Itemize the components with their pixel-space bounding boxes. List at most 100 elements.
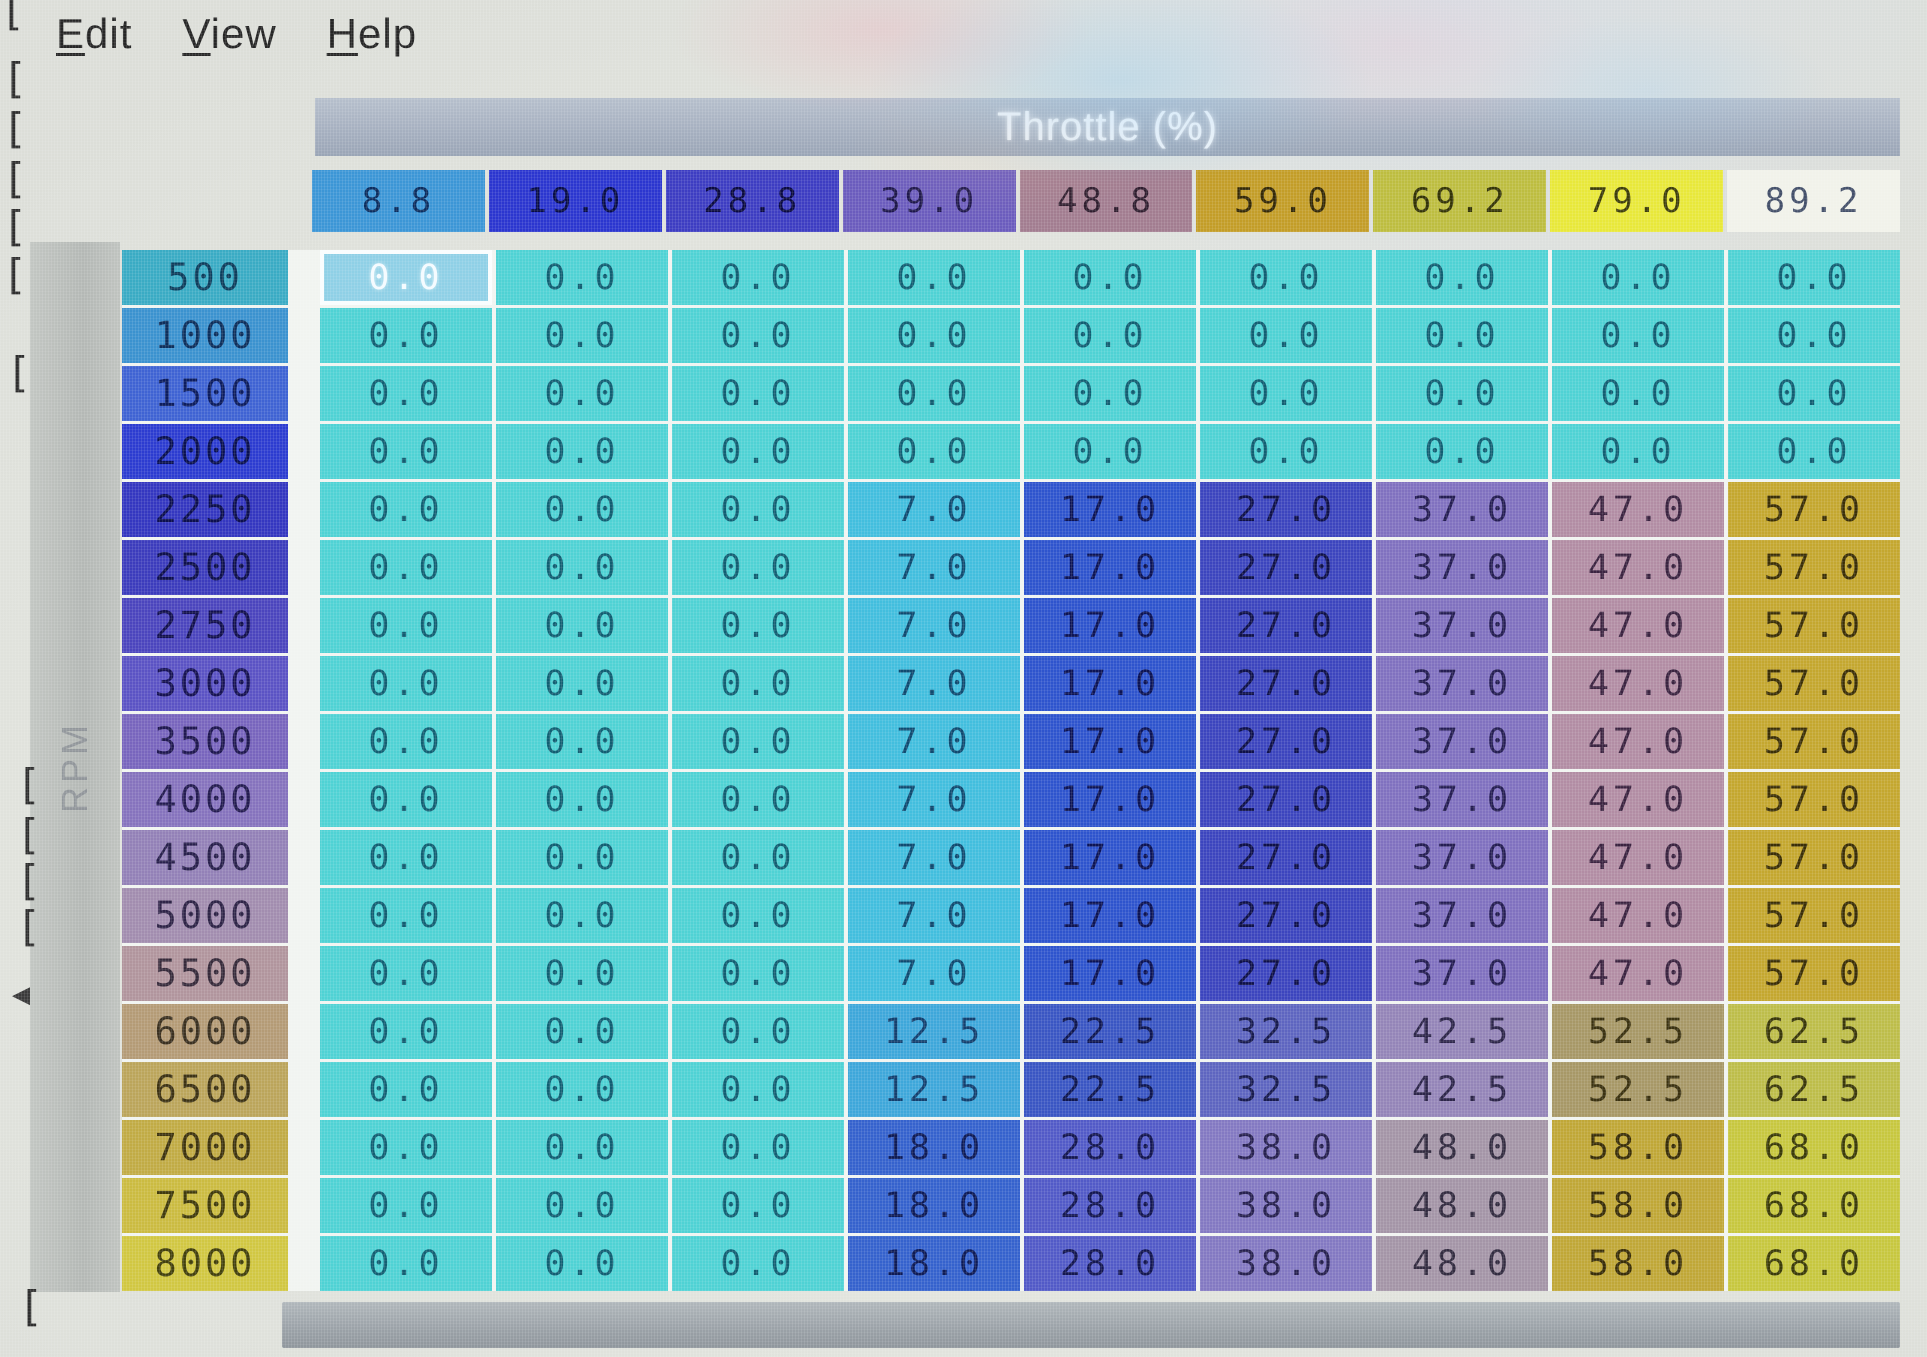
row-header-2000[interactable]: 2000 bbox=[122, 424, 288, 479]
row-header-6000[interactable]: 6000 bbox=[122, 1004, 288, 1059]
col-header-39.0[interactable]: 39.0 bbox=[842, 170, 1016, 232]
cell-500-8.8[interactable]: 0.0 bbox=[320, 250, 492, 305]
cell-3000-79.0[interactable]: 47.0 bbox=[1552, 656, 1724, 711]
cell-2750-19.0[interactable]: 0.0 bbox=[496, 598, 668, 653]
cell-2000-89.2[interactable]: 0.0 bbox=[1728, 424, 1900, 479]
cell-4000-79.0[interactable]: 47.0 bbox=[1552, 772, 1724, 827]
cell-2500-69.2[interactable]: 37.0 bbox=[1376, 540, 1548, 595]
cell-6500-39.0[interactable]: 12.5 bbox=[848, 1062, 1020, 1117]
cell-2250-39.0[interactable]: 7.0 bbox=[848, 482, 1020, 537]
cell-2000-19.0[interactable]: 0.0 bbox=[496, 424, 668, 479]
cell-3500-8.8[interactable]: 0.0 bbox=[320, 714, 492, 769]
cell-1500-59.0[interactable]: 0.0 bbox=[1200, 366, 1372, 421]
cell-5500-89.2[interactable]: 57.0 bbox=[1728, 946, 1900, 1001]
col-header-8.8[interactable]: 8.8 bbox=[312, 170, 485, 232]
cell-2250-69.2[interactable]: 37.0 bbox=[1376, 482, 1548, 537]
cell-2250-8.8[interactable]: 0.0 bbox=[320, 482, 492, 537]
cell-5500-19.0[interactable]: 0.0 bbox=[496, 946, 668, 1001]
cell-3000-48.8[interactable]: 17.0 bbox=[1024, 656, 1196, 711]
cell-1000-28.8[interactable]: 0.0 bbox=[672, 308, 844, 363]
cell-6500-69.2[interactable]: 42.5 bbox=[1376, 1062, 1548, 1117]
cell-2000-39.0[interactable]: 0.0 bbox=[848, 424, 1020, 479]
cell-500-28.8[interactable]: 0.0 bbox=[672, 250, 844, 305]
cell-3000-69.2[interactable]: 37.0 bbox=[1376, 656, 1548, 711]
cell-5000-69.2[interactable]: 37.0 bbox=[1376, 888, 1548, 943]
menu-item-help[interactable]: Help bbox=[327, 10, 417, 58]
cell-5500-79.0[interactable]: 47.0 bbox=[1552, 946, 1724, 1001]
cell-6000-48.8[interactable]: 22.5 bbox=[1024, 1004, 1196, 1059]
cell-7500-19.0[interactable]: 0.0 bbox=[496, 1178, 668, 1233]
cell-500-19.0[interactable]: 0.0 bbox=[496, 250, 668, 305]
cell-3000-39.0[interactable]: 7.0 bbox=[848, 656, 1020, 711]
cell-5000-39.0[interactable]: 7.0 bbox=[848, 888, 1020, 943]
cell-2500-48.8[interactable]: 17.0 bbox=[1024, 540, 1196, 595]
cell-6500-89.2[interactable]: 62.5 bbox=[1728, 1062, 1900, 1117]
cell-7000-89.2[interactable]: 68.0 bbox=[1728, 1120, 1900, 1175]
row-header-7000[interactable]: 7000 bbox=[122, 1120, 288, 1175]
cell-3000-8.8[interactable]: 0.0 bbox=[320, 656, 492, 711]
cell-7000-59.0[interactable]: 38.0 bbox=[1200, 1120, 1372, 1175]
cell-5000-59.0[interactable]: 27.0 bbox=[1200, 888, 1372, 943]
cell-4500-39.0[interactable]: 7.0 bbox=[848, 830, 1020, 885]
cell-7500-39.0[interactable]: 18.0 bbox=[848, 1178, 1020, 1233]
cell-3500-59.0[interactable]: 27.0 bbox=[1200, 714, 1372, 769]
cell-500-59.0[interactable]: 0.0 bbox=[1200, 250, 1372, 305]
cell-2250-28.8[interactable]: 0.0 bbox=[672, 482, 844, 537]
cell-4000-59.0[interactable]: 27.0 bbox=[1200, 772, 1372, 827]
cell-1000-39.0[interactable]: 0.0 bbox=[848, 308, 1020, 363]
col-header-79.0[interactable]: 79.0 bbox=[1550, 170, 1724, 232]
cell-2750-48.8[interactable]: 17.0 bbox=[1024, 598, 1196, 653]
cell-4000-28.8[interactable]: 0.0 bbox=[672, 772, 844, 827]
cell-1000-79.0[interactable]: 0.0 bbox=[1552, 308, 1724, 363]
cell-2250-89.2[interactable]: 57.0 bbox=[1728, 482, 1900, 537]
cell-7500-79.0[interactable]: 58.0 bbox=[1552, 1178, 1724, 1233]
cell-2750-89.2[interactable]: 57.0 bbox=[1728, 598, 1900, 653]
cell-6000-69.2[interactable]: 42.5 bbox=[1376, 1004, 1548, 1059]
cell-1500-48.8[interactable]: 0.0 bbox=[1024, 366, 1196, 421]
cell-6500-19.0[interactable]: 0.0 bbox=[496, 1062, 668, 1117]
col-header-59.0[interactable]: 59.0 bbox=[1196, 170, 1370, 232]
cell-7000-69.2[interactable]: 48.0 bbox=[1376, 1120, 1548, 1175]
cell-8000-8.8[interactable]: 0.0 bbox=[320, 1236, 492, 1291]
cell-6000-59.0[interactable]: 32.5 bbox=[1200, 1004, 1372, 1059]
cell-5000-8.8[interactable]: 0.0 bbox=[320, 888, 492, 943]
cell-4500-89.2[interactable]: 57.0 bbox=[1728, 830, 1900, 885]
cell-2000-28.8[interactable]: 0.0 bbox=[672, 424, 844, 479]
row-header-2250[interactable]: 2250 bbox=[122, 482, 288, 537]
cell-7500-48.8[interactable]: 28.0 bbox=[1024, 1178, 1196, 1233]
cell-5000-28.8[interactable]: 0.0 bbox=[672, 888, 844, 943]
cell-8000-48.8[interactable]: 28.0 bbox=[1024, 1236, 1196, 1291]
cell-4500-19.0[interactable]: 0.0 bbox=[496, 830, 668, 885]
cell-2500-59.0[interactable]: 27.0 bbox=[1200, 540, 1372, 595]
col-header-19.0[interactable]: 19.0 bbox=[488, 170, 662, 232]
cell-3000-89.2[interactable]: 57.0 bbox=[1728, 656, 1900, 711]
cell-7500-59.0[interactable]: 38.0 bbox=[1200, 1178, 1372, 1233]
cell-7500-28.8[interactable]: 0.0 bbox=[672, 1178, 844, 1233]
cell-4500-28.8[interactable]: 0.0 bbox=[672, 830, 844, 885]
cell-500-89.2[interactable]: 0.0 bbox=[1728, 250, 1900, 305]
cell-4500-59.0[interactable]: 27.0 bbox=[1200, 830, 1372, 885]
cell-6000-19.0[interactable]: 0.0 bbox=[496, 1004, 668, 1059]
cell-1000-59.0[interactable]: 0.0 bbox=[1200, 308, 1372, 363]
cell-7500-89.2[interactable]: 68.0 bbox=[1728, 1178, 1900, 1233]
cell-3500-69.2[interactable]: 37.0 bbox=[1376, 714, 1548, 769]
cell-8000-69.2[interactable]: 48.0 bbox=[1376, 1236, 1548, 1291]
col-header-69.2[interactable]: 69.2 bbox=[1373, 170, 1547, 232]
cell-6500-8.8[interactable]: 0.0 bbox=[320, 1062, 492, 1117]
cell-4000-19.0[interactable]: 0.0 bbox=[496, 772, 668, 827]
cell-2750-39.0[interactable]: 7.0 bbox=[848, 598, 1020, 653]
cell-5500-28.8[interactable]: 0.0 bbox=[672, 946, 844, 1001]
cell-2500-39.0[interactable]: 7.0 bbox=[848, 540, 1020, 595]
cell-4000-48.8[interactable]: 17.0 bbox=[1024, 772, 1196, 827]
cell-3500-89.2[interactable]: 57.0 bbox=[1728, 714, 1900, 769]
cell-5500-59.0[interactable]: 27.0 bbox=[1200, 946, 1372, 1001]
cell-7000-79.0[interactable]: 58.0 bbox=[1552, 1120, 1724, 1175]
cell-2750-28.8[interactable]: 0.0 bbox=[672, 598, 844, 653]
cell-3500-48.8[interactable]: 17.0 bbox=[1024, 714, 1196, 769]
cell-2500-79.0[interactable]: 47.0 bbox=[1552, 540, 1724, 595]
cell-500-69.2[interactable]: 0.0 bbox=[1376, 250, 1548, 305]
cell-1000-69.2[interactable]: 0.0 bbox=[1376, 308, 1548, 363]
cell-1500-19.0[interactable]: 0.0 bbox=[496, 366, 668, 421]
cell-4500-79.0[interactable]: 47.0 bbox=[1552, 830, 1724, 885]
cell-1500-89.2[interactable]: 0.0 bbox=[1728, 366, 1900, 421]
